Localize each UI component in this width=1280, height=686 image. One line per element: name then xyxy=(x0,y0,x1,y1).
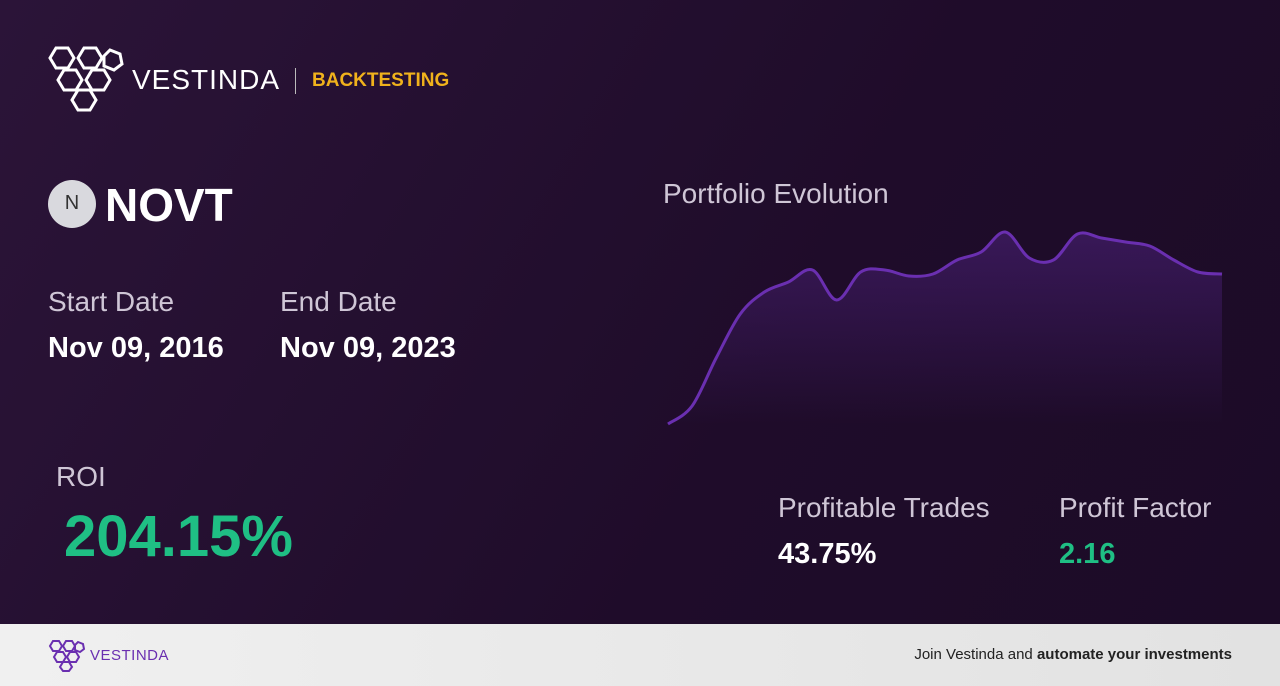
portfolio-chart xyxy=(667,230,1223,426)
line xyxy=(667,230,1223,426)
asset-icon xyxy=(48,180,96,228)
roi-label: ROI xyxy=(56,461,106,492)
profit-factor-label: Profit Factor xyxy=(1059,492,1212,523)
section: BACKTESTING xyxy=(312,70,450,91)
roi-value: 204.15% xyxy=(64,504,293,569)
divider xyxy=(295,68,296,94)
profit-factor: 2.16 xyxy=(1059,538,1116,570)
end-label: End Date xyxy=(280,286,397,317)
card: VESTINDA BACKTESTING N NOVT Start Date N… xyxy=(0,0,1280,624)
footer: VESTINDA Join Vestinda and automate your… xyxy=(0,624,1280,686)
cta-text: Join Vestinda and xyxy=(914,646,1033,663)
footer-cta: Join Vestinda and automate your investme… xyxy=(914,646,1232,663)
cta-bold: automate your investments xyxy=(1036,646,1232,663)
end-date: Nov 09, 2023 xyxy=(280,332,456,364)
asset-letter: N xyxy=(64,192,80,214)
profitable-trades-label: Profitable Trades xyxy=(778,492,990,523)
start-date: Nov 09, 2016 xyxy=(48,332,224,364)
logo-icon xyxy=(48,46,124,112)
brand: VESTINDA xyxy=(132,64,281,95)
area xyxy=(668,231,1222,424)
footer-logo-icon xyxy=(48,640,86,672)
ticker: NOVT xyxy=(105,179,233,231)
profitable-trades: 43.75% xyxy=(778,538,877,570)
start-label: Start Date xyxy=(48,286,175,317)
footer-brand: VESTINDA xyxy=(90,647,170,664)
chart-title: Portfolio Evolution xyxy=(663,178,889,209)
